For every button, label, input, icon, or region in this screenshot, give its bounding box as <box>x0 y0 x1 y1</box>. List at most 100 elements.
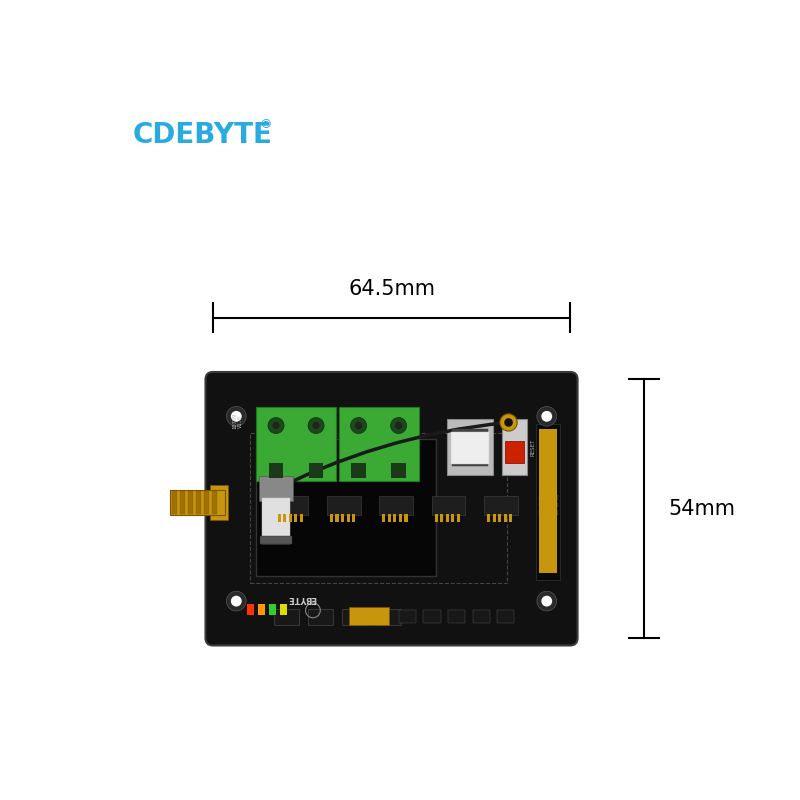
Bar <box>473 610 490 622</box>
Circle shape <box>537 591 557 611</box>
Bar <box>204 491 209 514</box>
Bar <box>212 491 217 514</box>
Bar <box>509 514 512 522</box>
Bar <box>539 550 557 555</box>
Bar <box>487 514 490 522</box>
Bar <box>448 610 465 622</box>
Circle shape <box>504 418 513 426</box>
Bar <box>327 496 361 515</box>
Bar <box>260 537 292 544</box>
Bar <box>484 496 518 515</box>
Bar <box>342 609 367 625</box>
Circle shape <box>355 422 362 430</box>
Bar <box>278 514 281 522</box>
Bar <box>539 452 557 458</box>
Bar <box>280 603 287 614</box>
Bar <box>300 514 303 522</box>
Circle shape <box>395 422 402 430</box>
Bar <box>539 461 557 466</box>
Bar <box>539 568 557 574</box>
Circle shape <box>268 418 284 434</box>
FancyBboxPatch shape <box>206 372 578 646</box>
Bar <box>269 603 276 614</box>
Bar <box>539 523 557 529</box>
Bar <box>539 546 557 551</box>
Bar <box>539 492 557 498</box>
Bar <box>539 447 557 453</box>
Bar <box>250 433 507 582</box>
Bar <box>539 506 557 511</box>
Bar <box>434 514 438 522</box>
Bar <box>506 441 524 462</box>
Bar <box>431 496 466 515</box>
Bar <box>539 501 557 506</box>
Bar <box>382 514 386 522</box>
Bar <box>289 514 292 522</box>
Circle shape <box>537 406 557 426</box>
Bar <box>394 514 397 522</box>
Bar <box>539 532 557 538</box>
Bar <box>451 514 454 522</box>
Bar <box>210 486 228 520</box>
Bar <box>539 474 557 480</box>
Circle shape <box>312 422 320 430</box>
Bar <box>446 514 449 522</box>
Circle shape <box>350 418 366 434</box>
Bar <box>423 610 441 622</box>
Bar <box>550 495 558 500</box>
Bar <box>539 518 557 524</box>
Text: EBYTE: EBYTE <box>288 594 317 602</box>
Circle shape <box>542 596 552 606</box>
Bar <box>274 609 299 625</box>
Bar <box>539 563 557 569</box>
Bar <box>452 429 488 466</box>
Bar <box>539 487 557 493</box>
Bar <box>539 496 557 502</box>
Bar <box>259 476 293 501</box>
Bar <box>388 514 391 522</box>
Bar <box>391 462 406 478</box>
Bar <box>196 491 201 514</box>
Bar <box>346 514 350 522</box>
Bar <box>539 465 557 470</box>
Bar <box>172 491 177 514</box>
Bar <box>539 470 557 475</box>
Bar <box>498 514 501 522</box>
Bar <box>502 419 527 475</box>
Bar <box>447 419 493 475</box>
Bar <box>170 490 226 515</box>
Bar <box>341 514 344 522</box>
Bar <box>539 528 557 534</box>
Bar <box>180 491 185 514</box>
Bar <box>262 498 290 544</box>
Bar <box>405 514 407 522</box>
Circle shape <box>308 418 324 434</box>
Bar <box>246 603 254 614</box>
Bar <box>376 609 401 625</box>
Circle shape <box>231 596 242 606</box>
Bar <box>539 559 557 565</box>
Bar <box>398 610 416 622</box>
Bar <box>539 438 557 444</box>
Bar <box>188 491 193 514</box>
Text: CDEBYTE: CDEBYTE <box>133 121 273 149</box>
Bar <box>539 502 546 507</box>
Bar <box>539 443 557 448</box>
Bar <box>258 603 266 614</box>
Bar <box>536 424 560 579</box>
Circle shape <box>272 422 280 430</box>
Bar <box>539 483 557 489</box>
Text: ®: ® <box>259 118 271 130</box>
Bar <box>379 496 413 515</box>
Bar <box>440 514 443 522</box>
Bar <box>256 407 336 481</box>
Text: 64.5mm: 64.5mm <box>348 279 435 299</box>
Bar <box>308 609 333 625</box>
Bar <box>349 607 389 625</box>
Bar <box>539 434 557 439</box>
Bar <box>351 462 366 478</box>
Bar <box>256 438 436 577</box>
Bar <box>539 510 546 515</box>
Circle shape <box>231 411 242 422</box>
Bar <box>338 407 418 481</box>
